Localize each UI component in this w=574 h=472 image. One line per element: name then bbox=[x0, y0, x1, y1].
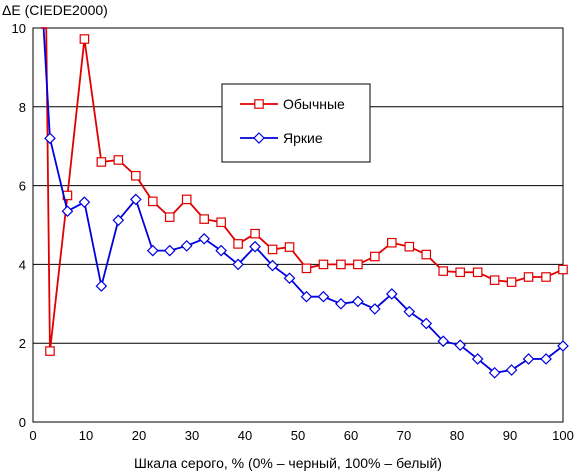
data-point bbox=[370, 251, 380, 262]
data-point bbox=[198, 232, 211, 245]
y-tick-label: 10 bbox=[12, 21, 26, 36]
x-tick-label: 30 bbox=[185, 428, 199, 443]
data-point bbox=[96, 157, 107, 167]
data-point bbox=[318, 259, 329, 270]
data-point bbox=[113, 155, 124, 165]
data-point bbox=[284, 242, 295, 252]
data-point bbox=[523, 272, 534, 282]
data-point bbox=[199, 214, 209, 224]
data-point bbox=[352, 295, 364, 308]
x-tick-label: 70 bbox=[397, 428, 411, 443]
data-point bbox=[249, 240, 261, 253]
data-point bbox=[216, 217, 226, 228]
data-point bbox=[336, 259, 346, 270]
plot-frame bbox=[32, 27, 564, 423]
data-point bbox=[335, 297, 347, 310]
data-point bbox=[557, 340, 569, 352]
data-point bbox=[301, 263, 312, 274]
y-tick-label: 4 bbox=[19, 257, 26, 272]
data-point bbox=[420, 317, 433, 330]
data-point bbox=[163, 244, 176, 257]
x-tick-label: 80 bbox=[450, 428, 464, 443]
data-point bbox=[44, 132, 56, 145]
legend: Обычные Яркие bbox=[221, 83, 371, 163]
data-point bbox=[112, 214, 125, 227]
data-point bbox=[404, 241, 415, 252]
data-point bbox=[541, 272, 551, 282]
data-point bbox=[147, 196, 158, 207]
legend-label: Обычные bbox=[283, 96, 345, 112]
data-point bbox=[146, 244, 159, 257]
data-point bbox=[540, 353, 552, 365]
x-axis-title: Шкала серого, % (0% – черный, 100% – бел… bbox=[134, 455, 442, 471]
data-point bbox=[522, 353, 535, 365]
data-point bbox=[385, 288, 398, 300]
data-point bbox=[95, 280, 108, 292]
data-point bbox=[471, 353, 484, 365]
data-point bbox=[505, 364, 518, 376]
data-point bbox=[438, 266, 449, 276]
y-tick-labels: 0 2 4 6 8 10 bbox=[12, 21, 26, 430]
data-point bbox=[489, 275, 500, 285]
data-point bbox=[421, 249, 432, 260]
data-point bbox=[78, 196, 91, 208]
legend-item: Обычные bbox=[240, 96, 345, 112]
x-tick-label: 0 bbox=[29, 428, 36, 443]
legend-marker bbox=[254, 99, 264, 109]
series-line bbox=[40, 27, 563, 352]
data-point bbox=[300, 290, 313, 303]
data-point bbox=[266, 259, 279, 272]
data-point bbox=[455, 267, 465, 278]
data-point bbox=[506, 277, 517, 287]
data-point bbox=[131, 170, 141, 181]
legend-item: Яркие bbox=[240, 130, 323, 146]
data-point bbox=[215, 244, 227, 257]
series-2 bbox=[42, 27, 569, 379]
x-tick-label: 90 bbox=[503, 428, 517, 443]
legend-box bbox=[221, 83, 371, 163]
y-axis-title: ΔE (CIEDE2000) bbox=[2, 2, 108, 18]
x-tick-label: 100 bbox=[552, 428, 574, 443]
data-point bbox=[61, 205, 74, 218]
series-1 bbox=[40, 27, 568, 356]
x-tick-labels: 0 10 20 30 40 50 60 70 80 90 100 bbox=[29, 428, 573, 443]
y-tick-label: 6 bbox=[19, 179, 26, 194]
series-line bbox=[42, 27, 563, 374]
data-point bbox=[267, 244, 278, 255]
data-point bbox=[181, 194, 192, 205]
data-point bbox=[250, 228, 260, 239]
data-point bbox=[369, 303, 381, 315]
y-tick-label: 2 bbox=[19, 336, 26, 351]
data-point bbox=[558, 264, 568, 275]
x-tick-label: 10 bbox=[79, 428, 93, 443]
x-tick-label: 20 bbox=[132, 428, 146, 443]
x-tick-label: 60 bbox=[344, 428, 358, 443]
data-point bbox=[283, 272, 296, 285]
legend-label: Яркие bbox=[283, 130, 323, 146]
data-point bbox=[79, 34, 90, 44]
data-point bbox=[387, 237, 397, 248]
data-point bbox=[437, 335, 450, 348]
data-point bbox=[353, 259, 363, 270]
y-tick-label: 0 bbox=[19, 415, 26, 430]
data-point bbox=[488, 366, 501, 379]
data-point bbox=[403, 305, 416, 318]
x-tick-label: 40 bbox=[238, 428, 252, 443]
data-point bbox=[472, 267, 483, 278]
y-tick-label: 8 bbox=[19, 100, 26, 115]
legend-marker bbox=[253, 132, 265, 144]
series-group bbox=[40, 27, 569, 379]
data-point bbox=[232, 258, 244, 271]
data-point bbox=[164, 212, 175, 222]
data-point bbox=[317, 290, 330, 303]
x-tick-label: 50 bbox=[291, 428, 305, 443]
data-point bbox=[45, 346, 55, 356]
data-point bbox=[454, 339, 467, 352]
data-point bbox=[180, 240, 193, 252]
data-point bbox=[233, 239, 243, 249]
data-point bbox=[129, 193, 142, 206]
